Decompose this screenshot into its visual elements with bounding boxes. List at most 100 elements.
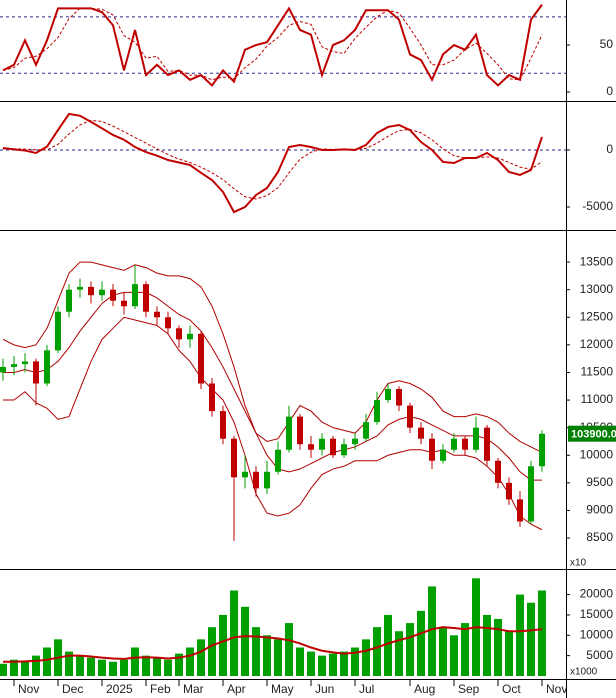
bar — [197, 639, 205, 676]
x-tick-label: May — [271, 682, 294, 696]
x-tick-label: Oct — [502, 682, 521, 696]
candle-body — [121, 300, 127, 307]
bar — [384, 614, 392, 676]
bar — [439, 627, 447, 676]
bar — [21, 661, 29, 676]
candle-body — [220, 411, 226, 439]
bar — [208, 627, 216, 676]
candle-body — [429, 438, 435, 461]
bar — [373, 627, 381, 676]
y-tick-label: 13000 — [580, 282, 614, 296]
bar — [43, 647, 51, 676]
x-tick-label: Nov — [18, 682, 39, 696]
x-tick-label: Nov — [546, 682, 567, 696]
line — [3, 291, 542, 481]
line — [3, 119, 543, 200]
line — [2, 7, 543, 81]
bar — [186, 647, 194, 676]
y-tick-label: 0 — [606, 142, 613, 156]
candle-body — [77, 286, 83, 290]
x-tick-label: Sep — [458, 682, 480, 696]
candle-body — [209, 383, 215, 412]
bar — [76, 655, 84, 676]
y-tick-label: 12500 — [580, 309, 614, 323]
bar — [318, 655, 326, 676]
bar — [417, 610, 425, 676]
bar — [164, 659, 172, 676]
bar — [65, 651, 73, 676]
candle-body — [374, 400, 380, 423]
x-tick-label: Aug — [414, 682, 435, 696]
candle-body — [154, 311, 160, 318]
bar — [538, 590, 546, 676]
bar — [428, 586, 436, 676]
candle-body — [22, 361, 28, 365]
y-tick-label: -5000 — [582, 199, 613, 213]
candle-body — [495, 460, 501, 483]
candle-body — [11, 364, 17, 367]
y-tick-label: 11500 — [581, 365, 614, 379]
y-tick-label: 9500 — [586, 475, 613, 489]
x-tick-label: 2025 — [106, 682, 133, 696]
candle-body — [110, 289, 116, 301]
candle-body — [528, 466, 534, 522]
last-price-label: 103900.0 — [571, 429, 616, 441]
y-tick-label: 20000 — [580, 587, 614, 601]
candle-body — [407, 405, 413, 428]
bar — [362, 639, 370, 676]
candle-body — [132, 284, 138, 307]
line — [2, 112, 543, 214]
candle-body — [231, 438, 237, 478]
bar — [230, 590, 238, 676]
y-tick-label: 11000 — [581, 392, 614, 406]
candle-body — [253, 471, 259, 489]
candle-body — [385, 389, 391, 401]
bar — [131, 647, 139, 676]
x-tick-label: Dec — [62, 682, 83, 696]
y-tick-label: 10000 — [580, 447, 614, 461]
bar — [329, 653, 337, 676]
candle-body — [440, 449, 446, 461]
bar — [340, 651, 348, 676]
y-tick-label: 15000 — [580, 607, 614, 621]
candle-body — [165, 317, 171, 329]
candle-body — [187, 333, 193, 340]
x-tick-label: Apr — [227, 682, 246, 696]
candle-body — [484, 427, 490, 461]
y-tick-label: 13500 — [580, 254, 614, 268]
y-tick-label: 5000 — [586, 648, 613, 662]
x-tick-label: Jul — [359, 682, 374, 696]
candle-body — [143, 284, 149, 312]
candle-body — [473, 427, 479, 450]
x-tick-label: Jun — [315, 682, 334, 696]
candle-body — [44, 350, 50, 384]
bar — [274, 639, 282, 676]
bar — [395, 631, 403, 676]
bar — [307, 651, 315, 676]
candle-body — [33, 361, 39, 384]
y-tick-label: 12000 — [580, 337, 614, 351]
y-tick-label: 0 — [606, 84, 613, 98]
bar — [241, 606, 249, 676]
candle-body — [88, 286, 94, 296]
candle-body — [0, 366, 6, 373]
candle-body — [55, 311, 61, 351]
candle-body — [418, 427, 424, 439]
bar — [494, 619, 502, 676]
y-tick-label: 9000 — [586, 503, 613, 517]
candle-body — [330, 438, 336, 456]
bar — [98, 659, 106, 676]
candle-body — [539, 433, 545, 467]
bar — [153, 657, 161, 676]
bar — [219, 614, 227, 676]
y-tick-label: 50 — [600, 37, 614, 51]
bar — [175, 653, 183, 676]
x-tick-label: Mar — [183, 682, 204, 696]
line — [3, 626, 543, 663]
bar — [32, 655, 40, 676]
bar — [263, 635, 271, 676]
candle-body — [352, 438, 358, 445]
bar — [142, 655, 150, 676]
